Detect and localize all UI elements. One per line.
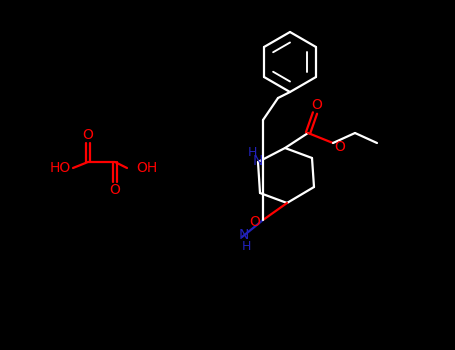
Text: N: N xyxy=(239,228,249,242)
Text: H: H xyxy=(241,239,251,252)
Text: OH: OH xyxy=(136,161,157,175)
Text: O: O xyxy=(312,98,323,112)
Text: O: O xyxy=(249,215,260,229)
Text: H: H xyxy=(248,146,257,159)
Text: HO: HO xyxy=(50,161,71,175)
Text: O: O xyxy=(110,183,121,197)
Text: O: O xyxy=(334,140,345,154)
Text: N: N xyxy=(253,154,263,168)
Text: O: O xyxy=(82,128,93,142)
